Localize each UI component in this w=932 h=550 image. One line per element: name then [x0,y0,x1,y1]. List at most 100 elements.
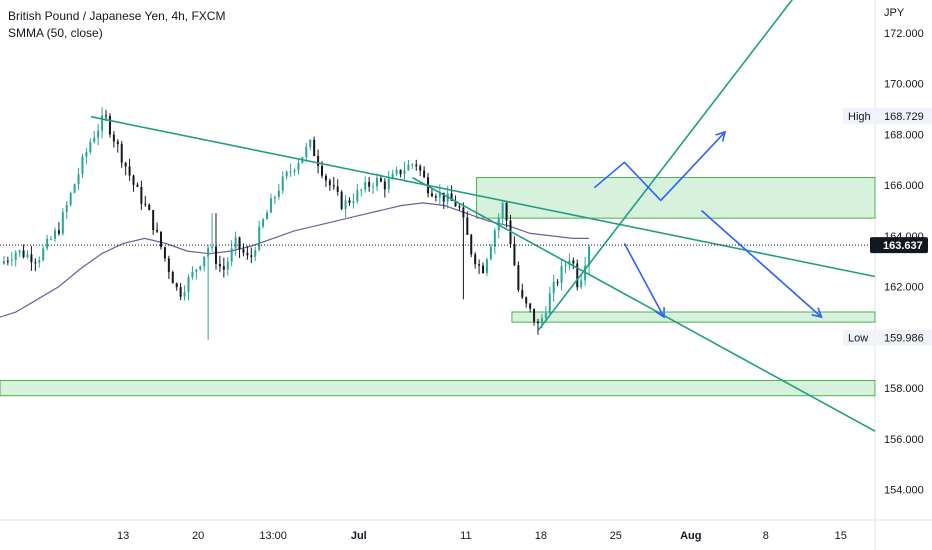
candle-body [525,297,528,304]
candle-body [517,265,520,290]
candle-body [489,246,492,260]
candle-body [120,144,123,163]
price-layer [2,107,591,340]
zone-1[interactable] [511,311,876,323]
low-value-label: 159.986 [884,333,924,345]
candle-body [348,200,351,203]
candle-body [128,166,131,176]
indicator-label[interactable]: SMMA (50, close) [8,26,103,40]
candle-body [222,266,225,270]
candle-body [26,254,29,258]
candle-body [97,130,100,138]
high-value-label: 168.729 [884,111,924,123]
trendline-2[interactable] [538,0,884,331]
time-axis[interactable]: 13 20 13:00 Jul 11 18 25 Aug 8 15 [117,530,847,542]
candle-body [101,115,104,131]
candle-body [434,196,437,198]
candle-body [293,170,296,172]
candle-body [218,263,221,267]
candle-body [195,269,198,272]
current-price-label: 163.637 [883,240,923,252]
candle-body [230,248,233,262]
candle-body [454,200,457,207]
candle-body [18,250,21,253]
projection-arrows[interactable] [593,130,823,319]
candle-body [364,181,367,190]
candle-body [2,260,5,264]
candle-body [485,259,488,274]
candle-body [254,250,257,257]
trendline-1[interactable] [411,176,876,432]
candle-body [226,261,229,270]
candle-body [548,293,551,314]
candle-body [42,248,45,261]
candle-body [395,169,398,174]
x-tick-label: 13:00 [259,530,287,542]
candle-body [521,289,524,298]
candle-body [321,165,324,176]
projection-path-2[interactable] [700,209,823,318]
candle-body [430,193,433,197]
x-tick-label: Aug [680,530,701,542]
candle-body [175,283,178,288]
x-tick-label: 20 [192,530,204,542]
candle-body [375,178,378,187]
candle-body [53,230,56,239]
candle-body [544,313,547,319]
candle-body [234,237,237,249]
high-tag-bg [843,107,875,124]
candle-body [383,181,386,190]
projection-arrowhead-0 [715,130,727,142]
candle-body [368,181,371,187]
x-tick-label: Jul [351,530,367,542]
candle-body [273,197,276,199]
candle-body [580,280,583,288]
price-axis[interactable]: 172.000170.000168.000166.000164.000162.0… [843,28,932,497]
projection-path-1[interactable] [623,243,665,318]
projection-path-0[interactable] [593,131,726,202]
candle-body [132,175,135,185]
zone-2[interactable] [0,379,876,397]
x-tick-label: 11 [460,530,471,542]
candle-body [46,238,49,249]
candle-body [297,163,300,171]
x-tick-label: 18 [535,530,547,542]
candle-body [136,184,139,187]
candle-body [576,263,579,288]
candle-body [250,255,253,257]
current-price-tag [870,237,928,254]
candle-body [478,264,481,266]
y-tick-label: 158.000 [884,383,924,395]
candle-body [10,259,13,261]
candle-body [207,248,210,257]
y-tick-label: 154.000 [884,485,924,497]
symbol-title[interactable]: British Pound / Japanese Yen, 4h, FXCM [8,9,226,23]
chart-legend: British Pound / Japanese Yen, 4h, FXCM S… [8,8,225,42]
candle-body [568,260,571,265]
candle-body [14,252,17,260]
candle-body [470,234,473,255]
candle-body [540,318,543,324]
y-tick-label: 156.000 [884,434,924,446]
candle-body [160,231,163,248]
candle-body [419,166,422,171]
candle-body [466,217,469,235]
candle-body [399,169,402,175]
candle-body [379,178,382,182]
candle-body [332,185,335,187]
candle-body [73,184,76,193]
candle-body [356,190,359,202]
y-tick-label: 172.000 [884,28,924,40]
candle-body [163,247,166,259]
candle-body [262,219,265,227]
candle-body [105,115,108,117]
trendline-0[interactable] [90,115,876,278]
candle-body [148,204,151,211]
trendlines[interactable] [90,0,884,432]
candle-body [317,155,320,166]
x-tick-label: 25 [610,530,622,542]
candle-body [211,246,214,249]
candle-body [352,201,355,203]
candle-body [277,190,280,198]
